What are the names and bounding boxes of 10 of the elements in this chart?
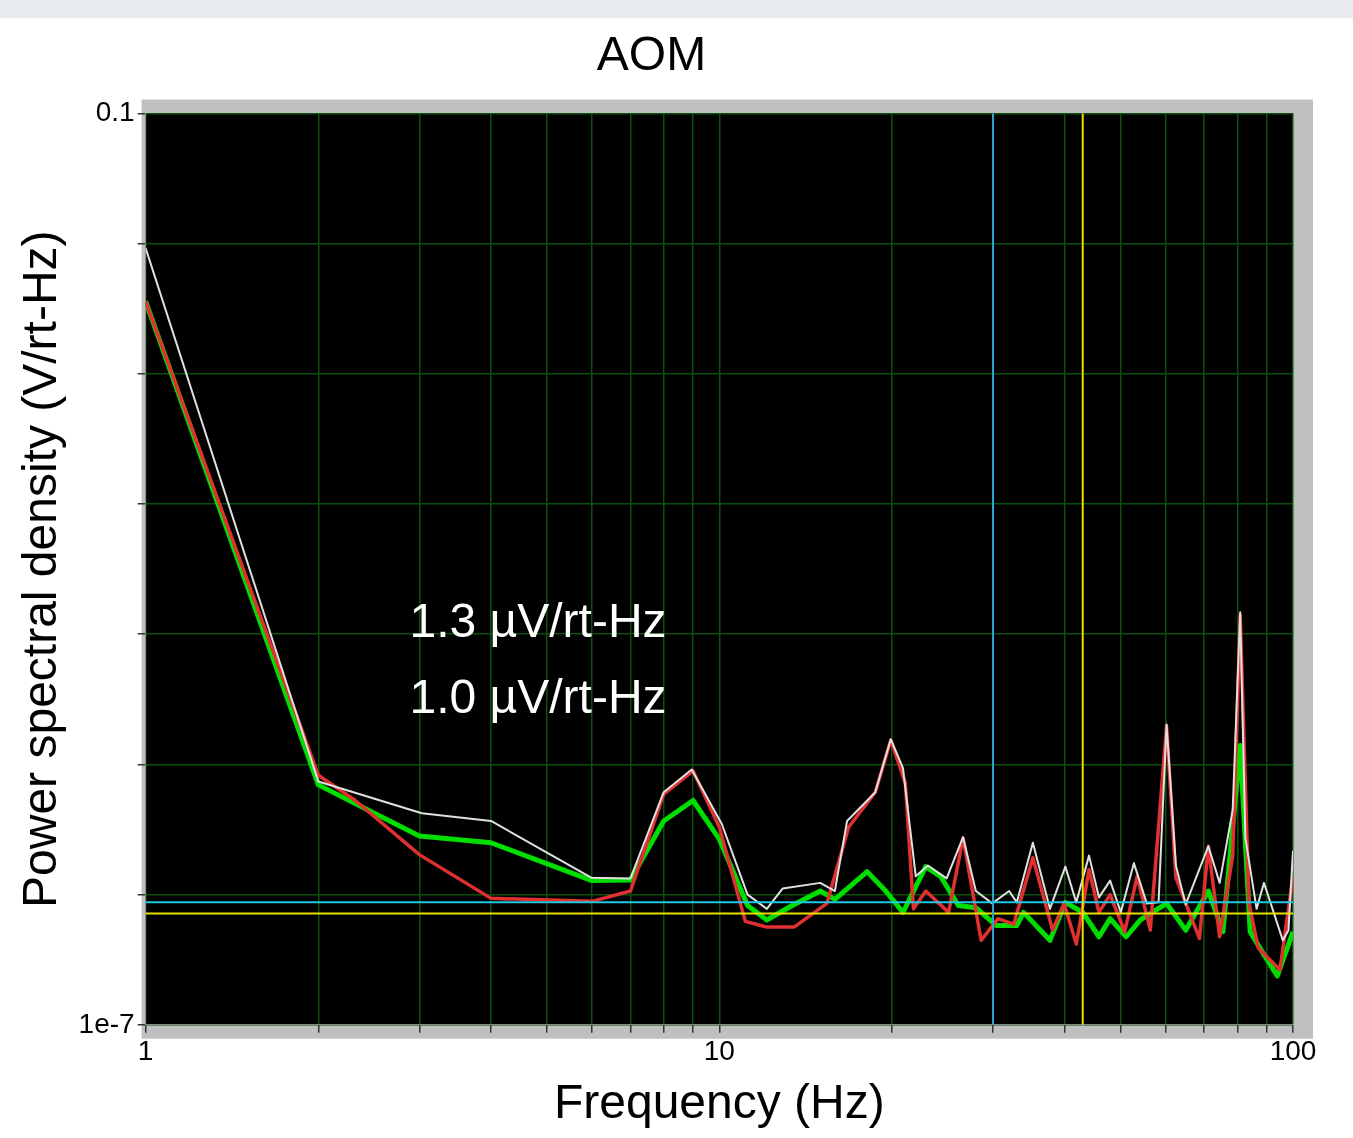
y-tick-label: 1e-7: [78, 1007, 135, 1039]
chart-title: AOM: [596, 27, 707, 81]
x-tick-label: 100: [1269, 1035, 1317, 1067]
x-tick-label: 1: [137, 1035, 154, 1067]
x-axis-title: Frequency (Hz): [553, 1075, 885, 1129]
x-tick-label: 10: [703, 1035, 735, 1067]
y-axis-title: Power spectral density (V/rt-Hz): [13, 230, 67, 908]
y-tick-label: 0.1: [95, 96, 135, 128]
annotation: 1.0 µV/rt-Hz: [409, 670, 667, 724]
annotation: 1.3 µV/rt-Hz: [409, 594, 667, 648]
